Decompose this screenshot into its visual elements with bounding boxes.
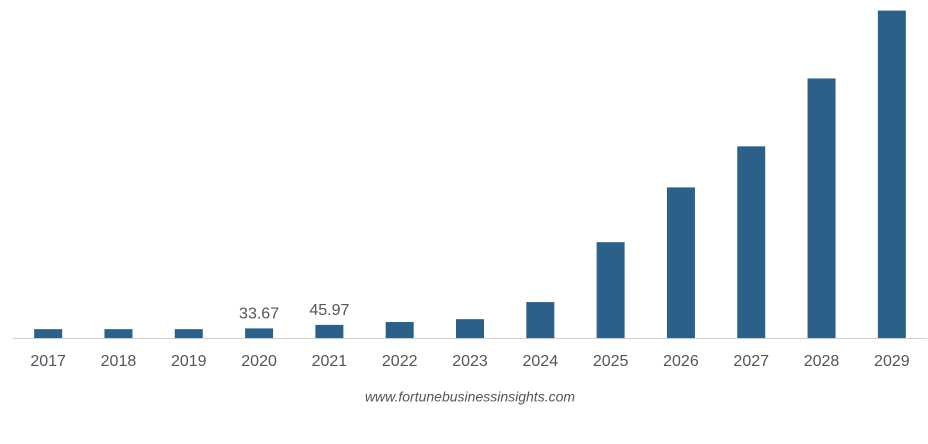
data-label: 45.97: [309, 302, 349, 319]
x-tick-label: 2027: [733, 353, 769, 370]
x-tick-label: 2017: [30, 353, 66, 370]
x-tick-label: 2019: [171, 353, 207, 370]
bar: [245, 328, 274, 338]
x-tick-label: 2029: [874, 353, 910, 370]
bar: [104, 329, 133, 338]
x-tick-label: 2018: [101, 353, 137, 370]
x-tick-label: 2028: [804, 353, 840, 370]
x-tick-label: 2022: [382, 353, 418, 370]
bar: [34, 329, 63, 338]
bar: [315, 324, 344, 338]
x-tick-label: 2021: [312, 353, 348, 370]
bar: [666, 187, 695, 338]
x-tick-label: 2024: [523, 353, 559, 370]
bar: [877, 10, 906, 338]
x-tick-label: 2020: [241, 353, 277, 370]
bar: [807, 78, 836, 338]
bar: [456, 319, 484, 338]
bar: [526, 302, 555, 338]
bar: [596, 242, 625, 338]
bar: [174, 329, 203, 338]
x-tick-label: 2023: [452, 353, 488, 370]
source: www.fortunebusinessinsights.com: [365, 389, 575, 405]
x-tick-label: 2026: [663, 353, 699, 370]
data-label: 33.67: [239, 306, 279, 323]
bar: [737, 146, 766, 338]
x-tick-label: 2025: [593, 353, 629, 370]
bar: [385, 322, 414, 338]
